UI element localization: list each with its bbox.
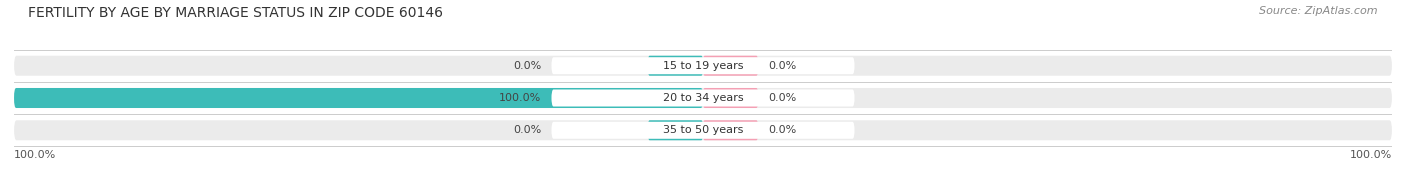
FancyBboxPatch shape [551,57,855,74]
FancyBboxPatch shape [551,90,855,106]
FancyBboxPatch shape [551,122,855,139]
FancyBboxPatch shape [14,88,703,108]
FancyBboxPatch shape [703,88,758,108]
Text: 20 to 34 years: 20 to 34 years [662,93,744,103]
FancyBboxPatch shape [703,120,758,140]
Text: 0.0%: 0.0% [513,125,541,135]
Text: 100.0%: 100.0% [499,93,541,103]
FancyBboxPatch shape [703,56,758,76]
FancyBboxPatch shape [14,120,1392,140]
Text: 100.0%: 100.0% [1350,150,1392,160]
FancyBboxPatch shape [648,120,703,140]
Text: 0.0%: 0.0% [769,61,797,71]
FancyBboxPatch shape [14,56,1392,76]
Text: 100.0%: 100.0% [14,150,56,160]
Text: 0.0%: 0.0% [513,61,541,71]
Text: 15 to 19 years: 15 to 19 years [662,61,744,71]
Text: Source: ZipAtlas.com: Source: ZipAtlas.com [1260,6,1378,16]
FancyBboxPatch shape [14,88,1392,108]
Text: 0.0%: 0.0% [769,125,797,135]
FancyBboxPatch shape [648,56,703,76]
Text: 35 to 50 years: 35 to 50 years [662,125,744,135]
Text: FERTILITY BY AGE BY MARRIAGE STATUS IN ZIP CODE 60146: FERTILITY BY AGE BY MARRIAGE STATUS IN Z… [28,6,443,20]
Text: 0.0%: 0.0% [769,93,797,103]
